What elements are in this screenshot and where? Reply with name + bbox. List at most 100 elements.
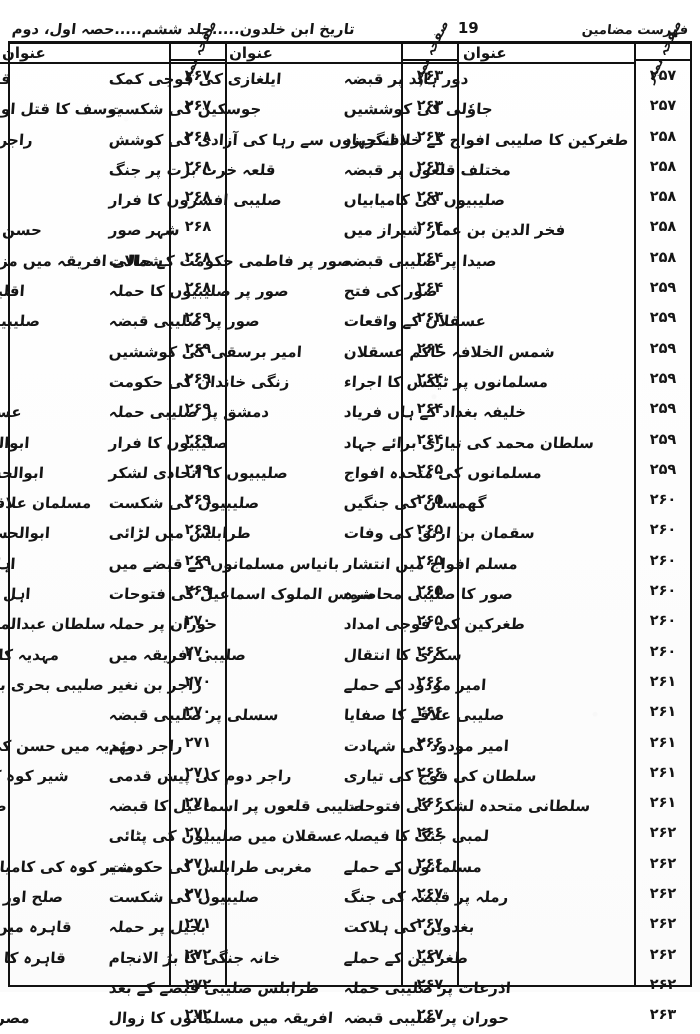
index-page-number: ۲۵۹ (649, 310, 677, 327)
column-header-page-number: صفحہ نمبر (171, 18, 225, 85)
index-entry-title: بونہ کی فتح (0, 337, 170, 367)
column-header-title: عنوان (100, 44, 401, 64)
running-head: تاریخ ابن خلدون.....جلد ششم.....حصہ اول،… (8, 6, 692, 38)
index-page-number: ۲۶۳ (416, 158, 444, 175)
index-page-number: ۲۶۴ (416, 401, 444, 418)
index-page-number: ۲۵۸ (649, 249, 677, 266)
index-entry-title: بحری بیڑہ (0, 155, 170, 185)
title-column-left: عنوان قابس کا حکمران یوسف کا قتل اور افری… (0, 44, 169, 1027)
index-page-number: ۲۶۰ (649, 643, 677, 660)
index-entry-title: یوسف کا قتل اور افریقہ کا قط (0, 100, 123, 119)
index-page-number: ۲۶۲ (649, 916, 677, 933)
index-table: صفحہ نمبر ۲۵۷ ۲۵۷ ۲۵۸ ۲۵۸ ۲۵۸ ۲۵۸ ۲۵۸ ۲۵۹ ۲۵۹ ۲۵۹… (0, 18, 692, 1027)
index-page-number: ۲۶۰ (649, 583, 677, 600)
index-entry-title: دوبارہ جنگ (0, 821, 170, 851)
index-page-number: ۲۶۸ (184, 280, 212, 297)
index-page-number: ۲۶۹ (184, 401, 212, 418)
index-page-number: ۲۷۱ (184, 916, 212, 933)
index-page-number: ۲۶۸ (184, 249, 212, 266)
page-number-column-right: صفحہ نمبر ۲۵۷ ۲۵۷ ۲۵۸ ۲۵۸ ۲۵۸ ۲۵۸ ۲۵۸ ۲۵۹ ۲۵۹ ۲۵۹… (634, 18, 690, 1023)
index-page-number: ۲۵۸ (649, 219, 677, 236)
index-page-number: ۲۷۱ (184, 855, 212, 872)
index-page-number: ۲۶۸ (184, 189, 212, 206)
index-page-number: ۲۶۹ (184, 431, 212, 448)
index-page-number: ۲۷۲ (184, 946, 212, 963)
index-entry-title: عستنابات پر قبضہ (0, 403, 23, 422)
index-page-number: ۲۶۷ (416, 916, 444, 933)
page-number-header: 19 (457, 19, 479, 37)
title-cells-left: قابس کا حکمران یوسف کا قتل اور افریقہ کا … (0, 64, 169, 1034)
index-page-number: ۲۶۹ (184, 583, 212, 600)
index-page-number: ۲۵۷ (649, 68, 677, 84)
index-page-number: ۲۷۱ (184, 764, 212, 781)
index-page-number: ۲۵۹ (649, 280, 677, 297)
index-page-number: ۲۶۶ (416, 734, 444, 751)
index-page-number: ۲۶۷ (416, 946, 444, 963)
index-entry-title: قاہرہ میں صلیبی معاہدہ (0, 918, 72, 937)
index-page-number: ۲۵۹ (649, 370, 677, 387)
index-page-number: ۲۶۵ (416, 492, 444, 509)
index-page-number: ۲۶۶ (416, 643, 444, 660)
index-page-number: ۲۶۱ (649, 795, 677, 812)
index-entry-title: مصر میں آگ (0, 973, 170, 1003)
index-page-number: ۲۶۶ (416, 704, 444, 721)
index-entry-title: صلح اور اس کی شرائط (0, 888, 64, 907)
index-page-number: ۲۶۵ (416, 552, 444, 569)
index-entry-title: ابوالحسین غریانیؒ (0, 433, 30, 452)
index-entry-title: شیر کوہ کا مصر پر حملہ (0, 766, 70, 785)
index-page-number: ۲۶۹ (184, 492, 212, 509)
index-entry-title: مہدیہ کی فتح (0, 700, 170, 730)
index-page: تاریخ ابن خلدون.....جلد ششم.....حصہ اول،… (0, 6, 692, 1027)
index-page-number: ۲۶۱ (649, 764, 677, 781)
index-page-number: ۲۶۵ (416, 461, 444, 478)
index-page-number: ۲۶۴ (416, 219, 444, 236)
page-number-column-left: صفحہ نمبر ۲۶۷ ۲۶۷ ۲۶۸ ۲۶۸ ۲۶۸ ۲۶۸ ۲۶۸ ۲۶۸ ۲۶۹ ۲۶۹… (169, 18, 225, 1023)
index-entry-title: اہل زویلہ پر ظلم (0, 554, 16, 573)
index-entry-title: راجر کی ہلاکت (0, 367, 170, 397)
column-header-title: عنوان (0, 44, 169, 64)
index-entry-title: حسن بن علی کا حال (0, 221, 43, 240)
page-number-cells-left: ۲۶۷ ۲۶۷ ۲۶۸ ۲۶۸ ۲۶۸ ۲۶۸ ۲۶۸ ۲۶۸ ۲۶۹ ۲۶۹ ۲۶۹ ۲۶۹ ۲۶۹ ۲… (171, 61, 225, 1031)
column-right: صفحہ نمبر ۲۵۷ ۲۵۷ ۲۵۸ ۲۵۸ ۲۵۸ ۲۵۸ ۲۵۸ ۲۵۹ ۲۵۹ ۲۵۹… (335, 18, 690, 1027)
book-title-header: تاریخ ابن خلدون.....جلد ششم.....حصہ اول،… (11, 22, 356, 38)
index-page-number: ۲۷۰ (184, 643, 212, 660)
title-column-right: عنوان دور ہابد پر قبضہ جاوٗلی کی کوششیں طغ… (335, 44, 634, 1027)
index-page-number: ۲۶۰ (649, 522, 677, 539)
index-page-number: ۲۶۹ (184, 552, 212, 569)
index-entry-title: سلطان عبدالمومن میدان میں (0, 615, 106, 634)
column-header-page-number: صفحہ نمبر (636, 18, 690, 85)
column-header-page-number: صفحہ نمبر (403, 18, 457, 85)
title-column-middle: عنوان ایلغازی کی فوجی کمک جوسکین کی شکست ا… (100, 44, 401, 1027)
index-entry-title: اہل زویلہ کی فریاد (0, 585, 31, 604)
index-page-number: ۲۶۳ (649, 1007, 677, 1024)
index-page-number: ۲۶۴ (416, 431, 444, 448)
index-entry-title: شمالی افریقہ میں مزید صلیبی قبضے (0, 251, 164, 270)
index-page-number: ۲۶۷ (416, 976, 444, 993)
index-page-number: ۲۶۱ (649, 673, 677, 690)
index-page-number: ۲۶۵ (416, 522, 444, 539)
index-entry-title: اقلیبیہ میں ناکامی (0, 282, 26, 301)
index-page-number: ۲۵۷ (649, 98, 677, 115)
index-page-number: ۲۶۰ (649, 492, 677, 509)
page-number-cells-right: ۲۵۷ ۲۵۷ ۲۵۸ ۲۵۸ ۲۵۸ ۲۵۸ ۲۵۸ ۲۵۹ ۲۵۹ ۲۵۹ ۲۵۹ ۲۵۹ ۲۵۹ ۲… (636, 61, 690, 1031)
index-page-number: ۲۷۱ (184, 734, 212, 751)
index-page-number: ۲۶۸ (184, 128, 212, 145)
index-page-number: ۲۶۴ (416, 370, 444, 387)
index-page-number: ۲۵۹ (649, 340, 677, 357)
index-page-number: ۲۷۱ (184, 795, 212, 812)
index-page-number: ۲۶۲ (649, 886, 677, 903)
index-page-number: ۲۶۶ (416, 855, 444, 872)
index-page-number: ۲۶۲ (649, 976, 677, 993)
index-entry-title: مصری، صلیبی صلح (0, 1009, 31, 1028)
index-entry-title: راجر کا راستہ آسان (0, 130, 34, 149)
index-page-number: ۲۶۹ (184, 461, 212, 478)
index-page-number: ۲۶۵ (416, 613, 444, 630)
index-page-number: ۲۷۰ (184, 613, 212, 630)
index-page-number: ۲۵۹ (649, 431, 677, 448)
index-entry-title: مہدیہ میں حسن کی پھر حکمرانی (0, 736, 137, 755)
index-page-number: ۲۶۳ (416, 189, 444, 206)
index-entry-title: صلح کی کوشش (0, 797, 8, 816)
index-page-number: ۲۶۸ (184, 219, 212, 236)
index-entry-title: شیر کوہ کی کامیاب حکمت عملی (0, 857, 133, 876)
index-page-number: ۲۶۳ (416, 68, 444, 84)
